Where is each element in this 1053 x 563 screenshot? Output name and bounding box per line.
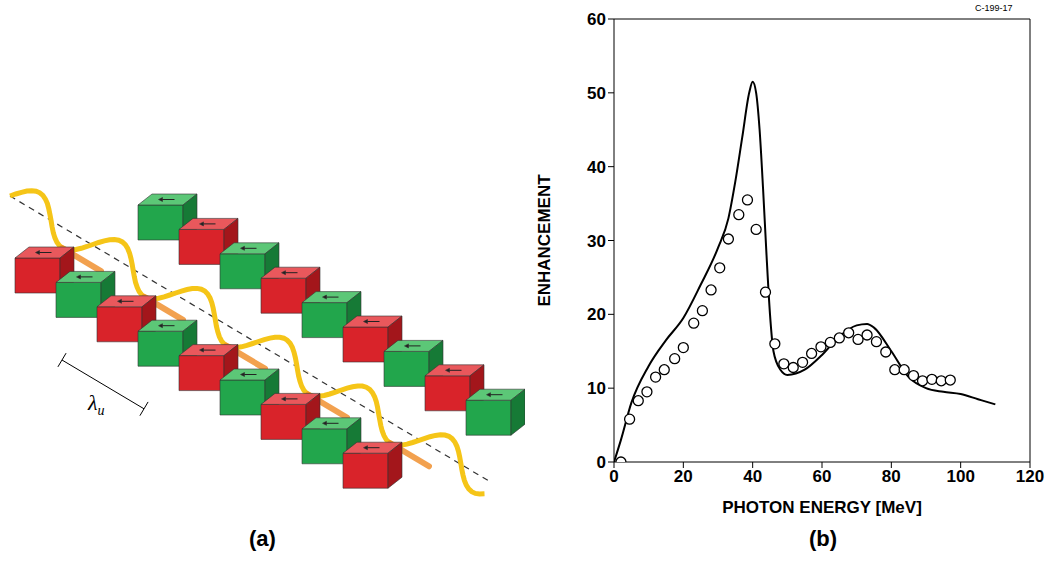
svg-text:40: 40 xyxy=(587,158,606,177)
svg-text:PHOTON ENERGY [MeV]: PHOTON ENERGY [MeV] xyxy=(722,498,922,517)
svg-text:20: 20 xyxy=(674,467,693,486)
html-text:(b): (b) xyxy=(809,526,837,551)
svg-text:120: 120 xyxy=(1016,467,1044,486)
svg-text:50: 50 xyxy=(587,84,606,103)
svg-text:30: 30 xyxy=(587,232,606,251)
svg-text:20: 20 xyxy=(587,305,606,324)
svg-text:60: 60 xyxy=(587,10,606,29)
svg-text:λu: λu xyxy=(87,390,105,418)
html-text:C-199-17: C-199-17 xyxy=(975,3,1013,13)
svg-text:80: 80 xyxy=(882,467,901,486)
svg-text:60: 60 xyxy=(813,467,832,486)
svg-text:0: 0 xyxy=(609,467,618,486)
svg-text:40: 40 xyxy=(743,467,762,486)
svg-text:10: 10 xyxy=(587,379,606,398)
svg-text:ENHANCEMENT: ENHANCEMENT xyxy=(535,174,554,307)
html-text:(a): (a) xyxy=(249,526,276,551)
svg-text:100: 100 xyxy=(946,467,974,486)
svg-text:0: 0 xyxy=(597,453,606,472)
